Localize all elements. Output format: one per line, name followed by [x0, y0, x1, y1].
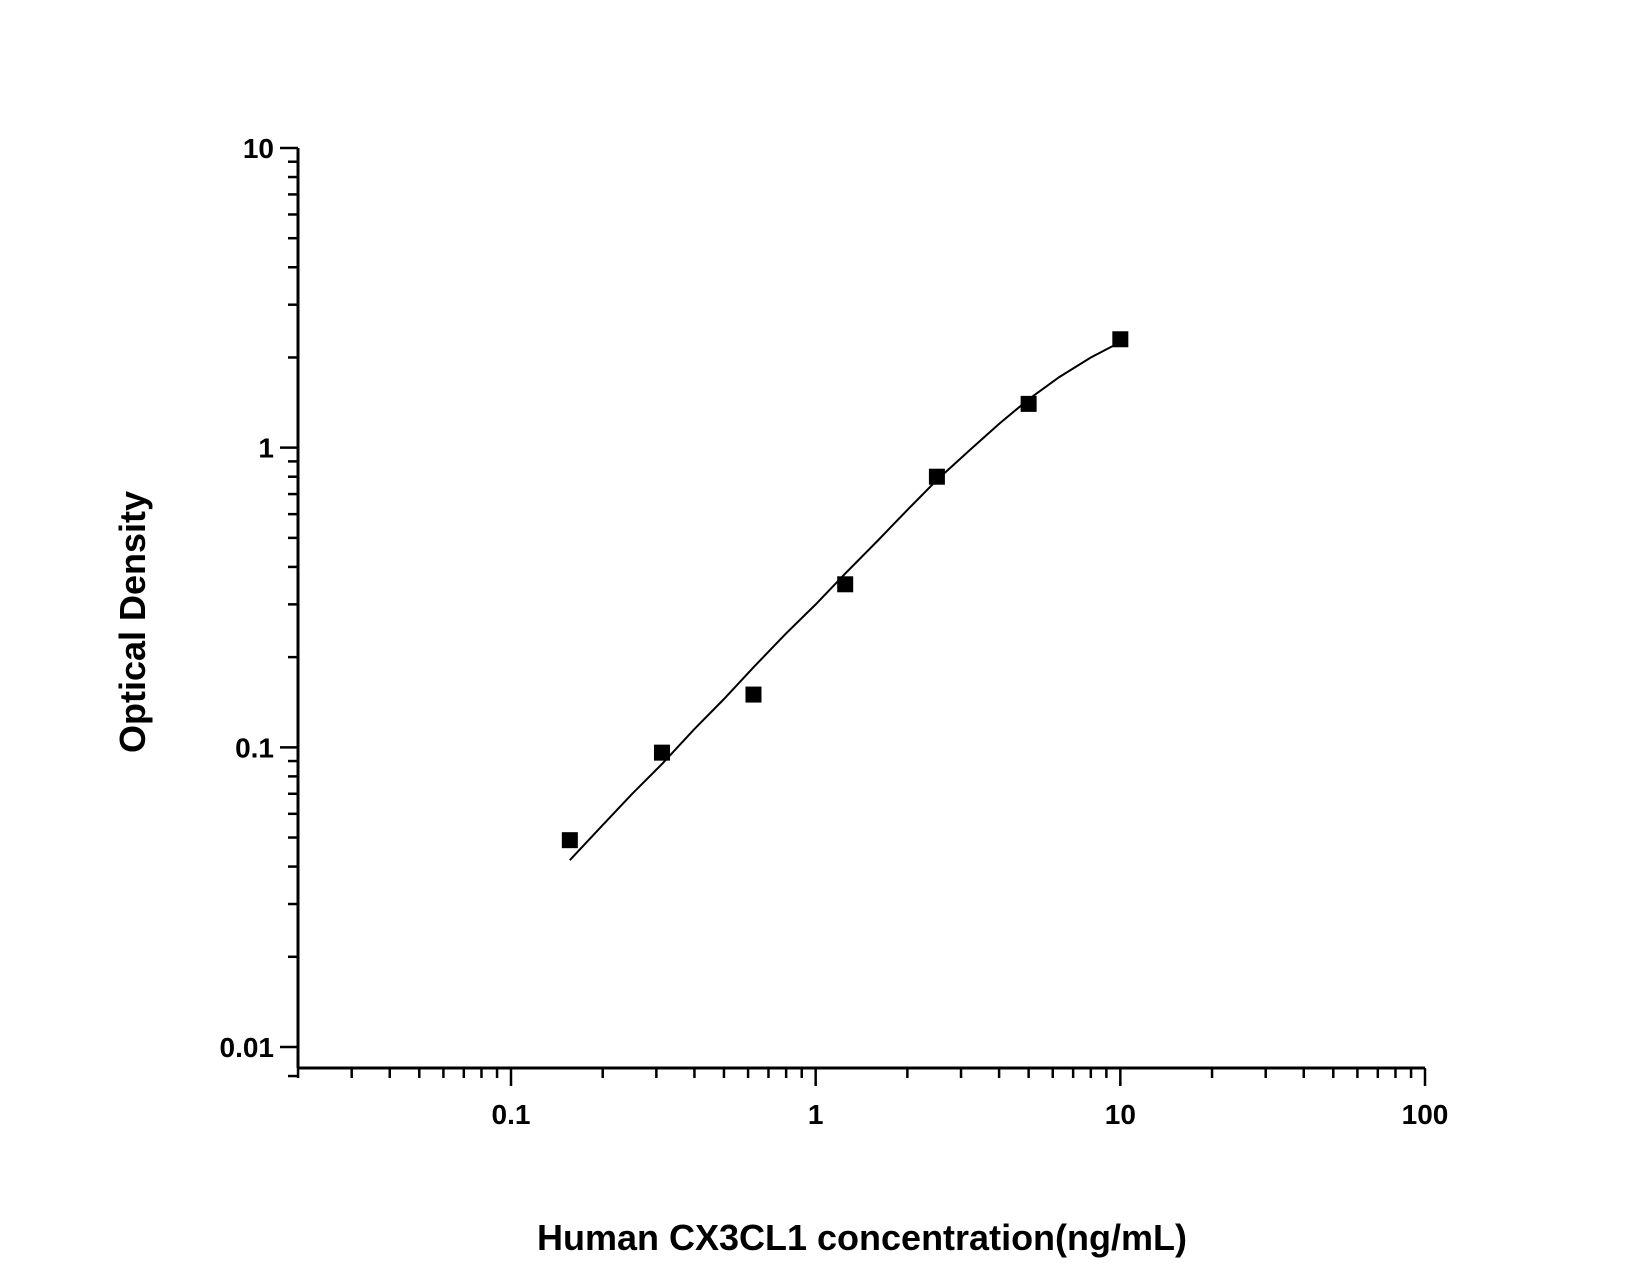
- y-tick-label: 10: [243, 133, 274, 164]
- tick-labels: 0.1 1 10 100 0.01 0.1 1 10: [220, 133, 1449, 1130]
- y-tick-label: 1: [258, 433, 274, 464]
- fit-curve: [569, 341, 1121, 861]
- y-tick-label: 0.1: [235, 732, 274, 763]
- x-tick-label: 1: [808, 1099, 824, 1130]
- data-point: [837, 576, 854, 593]
- data-point: [745, 686, 762, 703]
- data-point: [561, 832, 578, 849]
- x-axis-title: Human CX3CL1 concentration(ng/mL): [537, 1217, 1187, 1258]
- data-points: [561, 331, 1129, 849]
- fit-curve-group: [569, 341, 1121, 861]
- data-point: [1112, 331, 1129, 348]
- y-tick-label: 0.01: [220, 1032, 275, 1063]
- y-axis-title: Optical Density: [112, 491, 153, 753]
- data-point: [928, 468, 945, 485]
- data-point: [1020, 395, 1037, 412]
- ticks: [280, 146, 1427, 1086]
- data-point: [653, 744, 670, 761]
- axes: [296, 148, 1425, 1070]
- x-tick-label: 10: [1105, 1099, 1136, 1130]
- x-tick-label: 0.1: [492, 1099, 531, 1130]
- x-tick-label: 100: [1402, 1099, 1449, 1130]
